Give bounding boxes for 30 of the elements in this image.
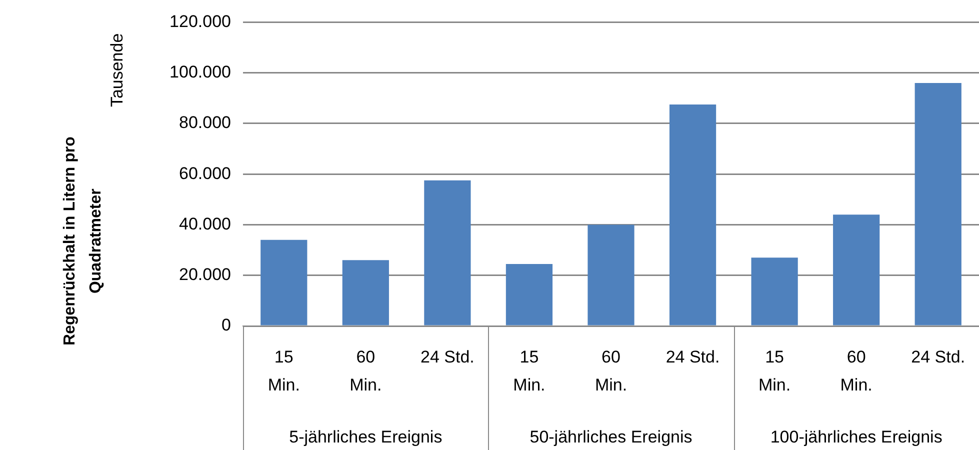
y-tick-label: 120.000 xyxy=(170,12,231,31)
y-tick-label: 80.000 xyxy=(179,113,231,132)
x-tick-label: 15 Min. xyxy=(513,348,546,395)
bar xyxy=(669,104,716,326)
y-tick-label: 20.000 xyxy=(179,265,231,284)
text: 5-jährliches Ereignis xyxy=(289,428,442,447)
x-tick-label: 60 Min. xyxy=(350,348,382,395)
x-tick-label: 24 Std. xyxy=(420,348,474,367)
x-tick-label: 15 Min. xyxy=(268,348,300,395)
text: 50-jährliches Ereignis xyxy=(530,428,692,447)
bar xyxy=(506,264,553,326)
x-tick-label: 24 Std. xyxy=(911,348,966,367)
bar xyxy=(260,240,308,326)
y-axis-title: Regenrückhalt in Litern pro Quadratmeter xyxy=(61,136,104,346)
bar xyxy=(914,82,962,326)
bar xyxy=(342,260,389,326)
bar xyxy=(424,180,471,326)
y-tick-label: 60.000 xyxy=(179,164,231,183)
y-tick-label: 40.000 xyxy=(179,214,231,234)
x-tick-label: 60 Min. xyxy=(594,348,628,395)
y-tick-label: 0 xyxy=(222,316,231,335)
y-tick-label: 100.000 xyxy=(170,62,231,82)
x-tick-label: 60 Min. xyxy=(840,348,872,395)
bar xyxy=(588,224,634,326)
bar xyxy=(751,258,798,326)
x-tick-label: 15 Min. xyxy=(758,348,791,395)
x-tick-label: 24 Std. xyxy=(666,348,720,367)
text: 100-jährliches Ereignis xyxy=(770,428,942,447)
bar xyxy=(833,214,880,326)
text: Tausende xyxy=(108,33,127,108)
